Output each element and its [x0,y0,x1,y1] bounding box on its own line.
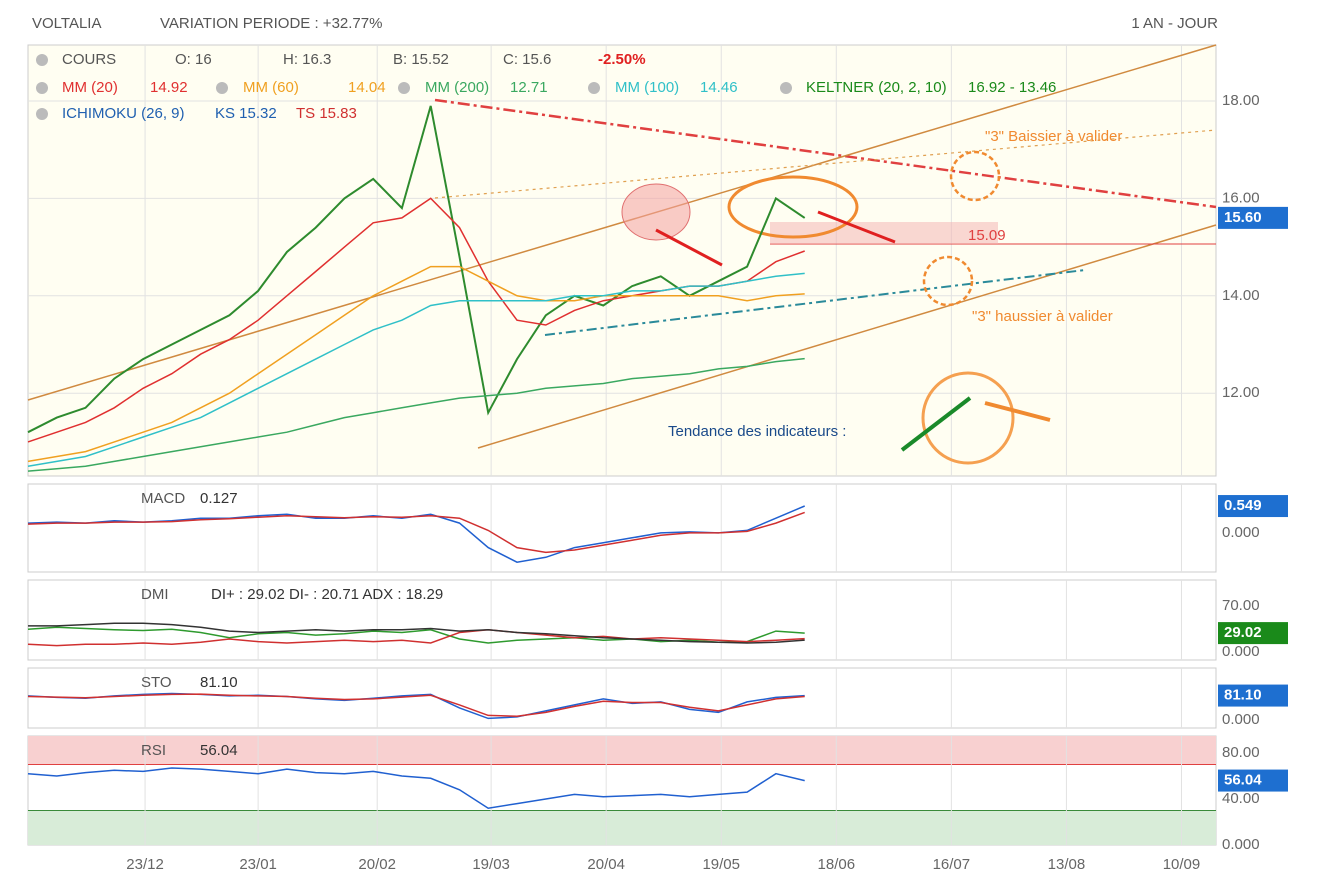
y-tick-label: 80.00 [1222,744,1260,761]
legend-value: 14.04 [348,79,386,96]
panel-name: MACD [141,490,185,507]
panel-value: DI+ : 29.02 DI- : 20.71 ADX : 18.29 [211,586,443,603]
legend-name: KELTNER (20, 2, 10) [806,79,947,96]
annotation: 15.09 [968,227,1006,244]
legend-value: KS 15.32 [215,105,277,122]
panel-frame [27,483,1217,573]
panel-name: STO [141,674,172,691]
y-tick-label: 14.00 [1222,287,1260,304]
series-line [28,622,805,644]
panel-name: DMI [141,586,169,603]
y-tick-label: 16.00 [1222,189,1260,206]
series-line [27,105,806,434]
y-tick-label: 0.000 [1222,524,1260,541]
panel-frame [27,579,1217,661]
panel-value: 0.127 [200,490,238,507]
value-tag-label: 15.60 [1224,209,1262,226]
x-tick-label: 19/03 [472,856,510,873]
legend-value: 14.92 [150,79,188,96]
series-line [27,767,805,809]
series-line [27,272,805,468]
period: 1 AN - JOUR [1131,15,1218,32]
legend-name: ICHIMOKU (26, 9) [62,105,185,122]
series-line [27,265,805,463]
x-tick-label: 18/06 [818,856,856,873]
panel-name: RSI [141,742,166,759]
y-tick-label: 0.000 [1222,836,1260,853]
x-tick-label: 13/08 [1048,856,1086,873]
value-tag [1218,769,1288,792]
y-tick-label: 18.00 [1222,92,1260,109]
value-tag-label: 81.10 [1224,687,1262,704]
y-tick-label: 12.00 [1222,384,1260,401]
legend-high: H: 16.3 [283,51,331,68]
legend-change: -2.50% [598,51,646,68]
x-tick-label: 20/02 [358,856,396,873]
x-tick-label: 19/05 [702,856,740,873]
legend-name: MM (20) [62,79,118,96]
y-tick-label: 0.000 [1222,643,1260,660]
panel-value: 81.10 [200,674,238,691]
x-tick-label: 23/12 [126,856,164,873]
x-tick-label: 20/04 [587,856,625,873]
legend-name: MM (200) [425,79,489,96]
panel-frame [27,667,1217,729]
legend-value: 16.92 - 13.46 [968,79,1056,96]
legend-name: MM (100) [615,79,679,96]
y-tick-label: 0.000 [1222,711,1260,728]
title: VOLTALIA [32,15,101,32]
legend-cours: COURS [62,51,116,68]
background [27,44,1217,846]
value-tag [1218,684,1288,707]
series-line [27,357,805,472]
legend-open: O: 16 [175,51,212,68]
legend-value: TS 15.83 [296,105,357,122]
x-tick-label: 16/07 [933,856,971,873]
y-tick-label: 70.00 [1222,597,1260,614]
y-tick-label: 40.00 [1222,790,1260,807]
legend-value: 12.71 [510,79,548,96]
legend-value: 14.46 [700,79,738,96]
value-tag-label: 56.04 [1224,772,1262,789]
value-tag [1218,495,1288,518]
annotation: "3" Baissier à valider [985,128,1122,145]
variation: VARIATION PERIODE : +32.77% [160,15,382,32]
legend-close: C: 15.6 [503,51,551,68]
value-tag [1218,622,1288,645]
x-tick-label: 10/09 [1163,856,1201,873]
panel-frame [27,44,1217,477]
annotation: "3" haussier à valider [972,308,1113,325]
panel-value: 56.04 [200,742,238,759]
annotation: Tendance des indicateurs : [668,423,846,440]
drawings [27,44,1217,465]
value-tag-label: 0.549 [1224,497,1262,514]
overbought-zone [28,736,1216,765]
series-line [27,629,805,647]
oversold-zone [28,810,1216,845]
series-line [27,511,805,554]
series-line [27,693,805,718]
value-tag [1218,206,1288,229]
value-tag-label: 29.02 [1224,624,1262,641]
legend-low: B: 15.52 [393,51,449,68]
gear-icons [36,54,792,120]
x-tick-label: 23/01 [239,856,277,873]
legend-name: MM (60) [243,79,299,96]
